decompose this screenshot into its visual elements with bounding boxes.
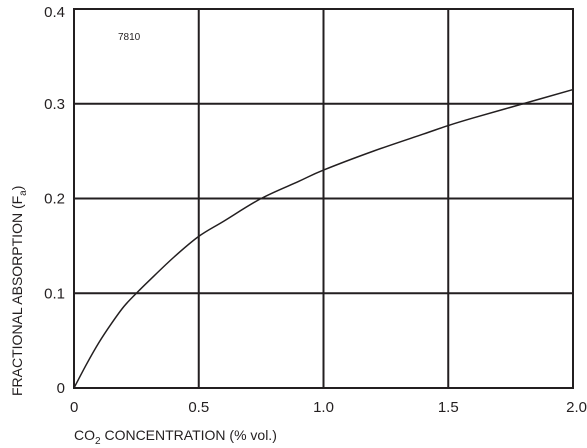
x-axis-label-prefix: CO: [74, 427, 95, 443]
plot-frame: [73, 8, 574, 389]
series-line-0: [73, 88, 574, 389]
y-tick-label-0: 0: [57, 380, 65, 397]
x-axis-label-suffix: CONCENTRATION (% vol.): [101, 427, 277, 443]
y-tick-label-4: 0.4: [44, 4, 65, 21]
x-tick-label-3: 1.5: [438, 399, 459, 416]
y-tick-label-2: 0.2: [44, 191, 65, 208]
y-tick-labels: 0 0.1 0.2 0.3 0.4: [44, 4, 65, 397]
x-tick-labels: 0 0.5 1.0 1.5 2.0: [70, 399, 587, 416]
y-tick-label-3: 0.3: [44, 96, 65, 113]
x-tick-label-2: 1.0: [313, 399, 334, 416]
annotation-label: 7810: [118, 32, 141, 43]
y-axis-label-subscript: a: [18, 190, 29, 196]
grid-lines: [73, 8, 574, 389]
x-tick-label-0: 0: [70, 399, 78, 416]
x-axis-label: CO2 CONCENTRATION (% vol.): [74, 427, 277, 447]
x-axis-label-subscript: 2: [95, 436, 101, 447]
y-axis-label: FRACTIONAL ABSORPTION (Fa): [9, 186, 29, 396]
y-axis-label-suffix: ): [9, 186, 25, 191]
y-axis-label-prefix: FRACTIONAL ABSORPTION (F: [9, 196, 25, 396]
y-tick-label-1: 0.1: [44, 285, 65, 302]
x-tick-label-4: 2.0: [566, 399, 587, 416]
x-tick-label-1: 0.5: [188, 399, 209, 416]
series-layer: [73, 88, 574, 389]
